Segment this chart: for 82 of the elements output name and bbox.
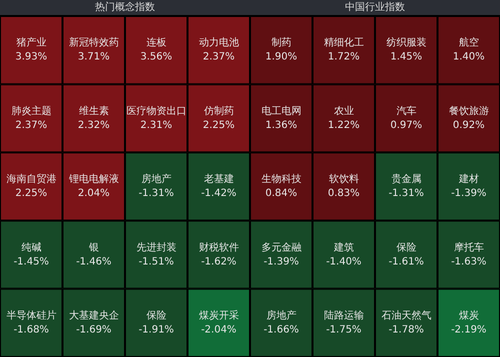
data-label: -1.91%: [138, 324, 174, 336]
category-label: 煤炭开采: [198, 309, 239, 322]
data-label: 0.83%: [328, 188, 360, 200]
category-label: 半导体硅片: [6, 309, 56, 322]
category-label: 仿制药: [202, 104, 234, 117]
category-label: 制药: [271, 36, 292, 49]
data-label: 1.36%: [265, 120, 298, 131]
data-label: -2.19%: [451, 324, 486, 336]
data-label: 2.31%: [140, 120, 172, 131]
category-label: 餐饮旅游: [448, 104, 489, 117]
text: 中国行业指数: [250, 0, 500, 16]
data-label: 2.25%: [15, 188, 48, 200]
data-label: 1.45%: [390, 52, 422, 63]
data-label: -1.51%: [138, 256, 174, 268]
category-label: 保险: [396, 241, 416, 254]
data-label: 0.92%: [452, 120, 485, 131]
data-label: 3.56%: [140, 52, 172, 63]
data-label: 3.71%: [78, 52, 110, 63]
data-label: 2.37%: [202, 52, 235, 63]
category-label: 建材: [458, 173, 479, 186]
data-label: 0.97%: [390, 120, 422, 131]
category-label: 房地产: [141, 173, 172, 186]
data-label: -1.62%: [201, 256, 236, 268]
category-label: 肺炎主题: [11, 104, 52, 117]
category-label: 建筑: [332, 241, 354, 254]
data-label: -1.40%: [326, 256, 362, 268]
data-label: -1.69%: [76, 324, 112, 336]
category-label: 摩托车: [454, 241, 484, 254]
data-label: 2.32%: [78, 120, 110, 131]
category-label: 老基建: [204, 173, 234, 186]
data-label: 2.04%: [78, 188, 110, 200]
data-label: -1.31%: [138, 188, 174, 200]
data-label: 1.90%: [265, 52, 298, 63]
category-label: 猪产业: [16, 36, 46, 49]
category-label: 陆路运输: [324, 309, 364, 322]
category-label: 银: [88, 242, 99, 254]
text: 热门概念指数: [0, 0, 250, 16]
category-label: 纯碱: [21, 241, 42, 254]
category-label: 石油天然气: [381, 309, 432, 322]
data-label: 3.93%: [15, 52, 48, 63]
category-label: 汽车: [396, 104, 416, 117]
category-label: 房地产: [266, 309, 296, 322]
data-label: -1.78%: [388, 324, 424, 336]
category-label: 财税软件: [198, 241, 239, 254]
data-label: -1.39%: [264, 256, 299, 268]
data-label: 1.40%: [452, 52, 485, 63]
category-label: 生物科技: [261, 173, 302, 186]
category-label: 新冠特效药: [68, 36, 119, 49]
category-label: 纺织服装: [386, 36, 426, 49]
category-label: 软饮料: [328, 173, 359, 186]
data-label: -1.68%: [14, 324, 49, 336]
category-label: 连板: [146, 36, 166, 49]
category-label: 航空: [458, 36, 479, 49]
category-label: 保险: [146, 309, 166, 322]
category-label: 农业: [334, 104, 354, 117]
data-label: -1.63%: [451, 256, 486, 268]
category-label: 维生素: [78, 104, 109, 117]
data-label: -1.66%: [264, 324, 299, 336]
data-label: -1.46%: [76, 256, 112, 268]
data-label: 1.22%: [328, 120, 360, 131]
category-label: 锂电电解液: [68, 173, 119, 186]
category-label: 多元金融: [261, 241, 302, 254]
category-label: 大基建央企: [68, 309, 119, 322]
data-label: -1.45%: [14, 256, 49, 268]
data-label: -1.31%: [388, 188, 424, 200]
data-label: 2.37%: [15, 120, 48, 131]
category-label: 贵金属: [391, 173, 422, 186]
data-label: -1.61%: [388, 256, 424, 268]
data-label: -1.39%: [451, 188, 486, 200]
data-label: 2.25%: [202, 120, 235, 131]
category-label: 动力电池: [198, 36, 239, 49]
category-label: 海南自贸港: [6, 173, 56, 186]
category-label: 医疗物资出口: [126, 104, 186, 117]
category-label: 先进封装: [136, 241, 176, 254]
data-label: 1.72%: [328, 52, 360, 63]
data-label: 0.84%: [265, 188, 298, 200]
data-label: -1.42%: [201, 188, 236, 200]
category-label: 电工电网: [261, 104, 302, 117]
category-label: 煤炭: [458, 309, 479, 322]
category-label: 精细化工: [324, 36, 364, 49]
data-label: -1.75%: [326, 324, 362, 336]
data-label: -2.04%: [201, 324, 236, 336]
